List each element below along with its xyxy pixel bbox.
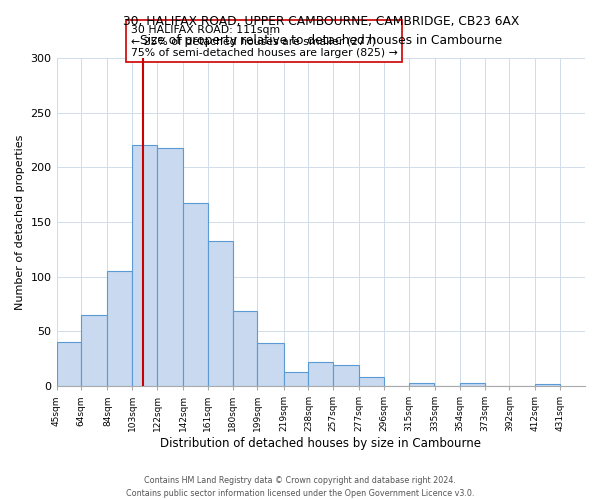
Bar — [535, 384, 560, 386]
Bar — [308, 362, 333, 386]
Bar — [460, 383, 485, 386]
Bar — [409, 383, 434, 386]
Bar — [132, 146, 157, 386]
Bar — [233, 310, 257, 386]
Bar — [183, 204, 208, 386]
Bar — [333, 366, 359, 386]
Bar — [359, 378, 384, 386]
Bar — [82, 315, 107, 386]
Text: Contains HM Land Registry data © Crown copyright and database right 2024.
Contai: Contains HM Land Registry data © Crown c… — [126, 476, 474, 498]
Title: 30, HALIFAX ROAD, UPPER CAMBOURNE, CAMBRIDGE, CB23 6AX
Size of property relative: 30, HALIFAX ROAD, UPPER CAMBOURNE, CAMBR… — [122, 15, 519, 47]
Bar — [257, 344, 284, 386]
Bar — [208, 240, 233, 386]
Y-axis label: Number of detached properties: Number of detached properties — [15, 134, 25, 310]
Bar — [56, 342, 82, 386]
X-axis label: Distribution of detached houses by size in Cambourne: Distribution of detached houses by size … — [160, 437, 481, 450]
Text: 30 HALIFAX ROAD: 111sqm
← 25% of detached houses are smaller (277)
75% of semi-d: 30 HALIFAX ROAD: 111sqm ← 25% of detache… — [131, 24, 397, 58]
Bar — [157, 148, 183, 386]
Bar — [284, 372, 308, 386]
Bar — [107, 271, 132, 386]
